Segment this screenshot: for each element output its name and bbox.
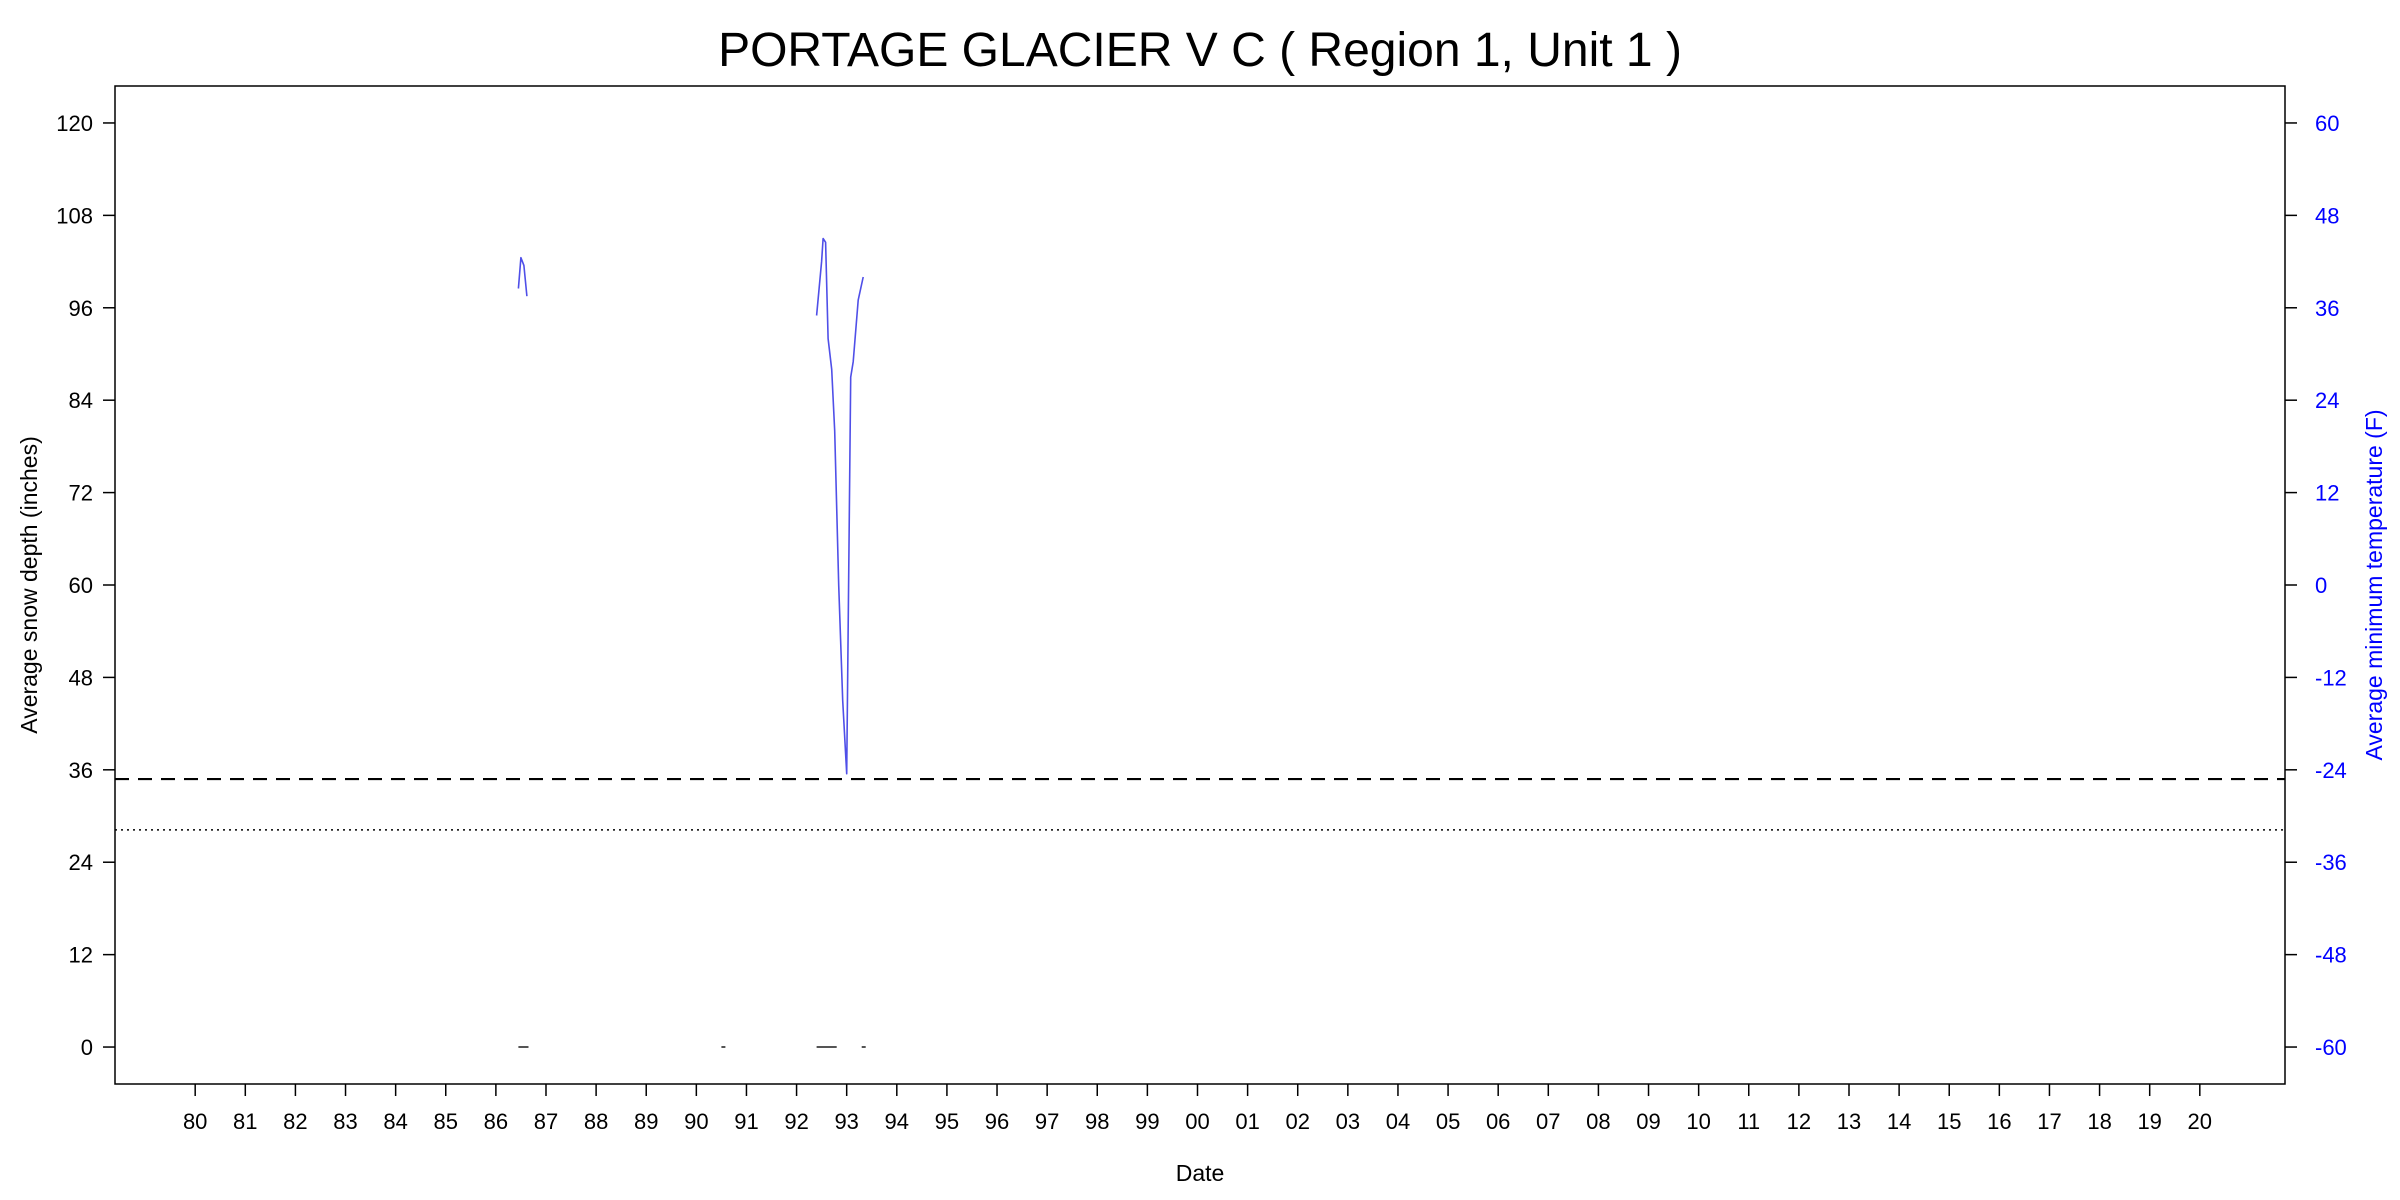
x-tick-label-40: 20 xyxy=(2188,1109,2212,1134)
y-tick-label-10: 120 xyxy=(56,111,93,136)
x-tick-label-2: 82 xyxy=(283,1109,307,1134)
x-tick-label-10: 90 xyxy=(684,1109,708,1134)
y-tick-label-8: 96 xyxy=(69,296,93,321)
x-tick-label-4: 84 xyxy=(383,1109,407,1134)
y2-tick-label-6: 12 xyxy=(2315,481,2339,506)
y2-tick-label-4: -12 xyxy=(2315,665,2347,690)
y-tick-label-4: 48 xyxy=(69,665,93,690)
chart-title: PORTAGE GLACIER V C ( Region 1, Unit 1 ) xyxy=(718,24,1682,77)
x-axis: 80 81 82 83 84 85 86 87 88 89 90 91 92 93 94 95 96 97 98 99… xyxy=(183,1084,2212,1134)
series-layer xyxy=(517,237,866,1048)
y2-tick-label-0: -60 xyxy=(2315,1035,2347,1060)
x-tick-label-27: 07 xyxy=(1536,1109,1560,1134)
x-tick-label-13: 93 xyxy=(834,1109,858,1134)
x-tick-label-24: 04 xyxy=(1386,1109,1410,1134)
x-tick-label-38: 18 xyxy=(2087,1109,2111,1134)
y-tick-label-2: 24 xyxy=(69,850,93,875)
x-tick-label-23: 03 xyxy=(1336,1109,1360,1134)
x-tick-label-31: 11 xyxy=(1737,1109,1760,1134)
x-tick-label-11: 91 xyxy=(734,1109,758,1134)
x-tick-label-33: 13 xyxy=(1837,1109,1861,1134)
x-tick-label-25: 05 xyxy=(1436,1109,1460,1134)
x-tick-label-22: 02 xyxy=(1285,1109,1309,1134)
y2-tick-label-2: -36 xyxy=(2315,850,2347,875)
y-tick-label-1: 12 xyxy=(69,943,93,968)
y2-tick-label-3: -24 xyxy=(2315,758,2347,783)
y2-tick-label-9: 48 xyxy=(2315,203,2339,228)
y2-tick-label-7: 24 xyxy=(2315,388,2339,413)
x-tick-label-26: 06 xyxy=(1486,1109,1510,1134)
x-tick-label-21: 01 xyxy=(1235,1109,1259,1134)
x-tick-label-16: 96 xyxy=(985,1109,1009,1134)
x-tick-label-0: 80 xyxy=(183,1109,207,1134)
x-tick-label-20: 00 xyxy=(1185,1109,1209,1134)
x-tick-label-36: 16 xyxy=(1987,1109,2011,1134)
x-tick-label-30: 10 xyxy=(1686,1109,1710,1134)
x-tick-label-6: 86 xyxy=(484,1109,508,1134)
x-tick-label-34: 14 xyxy=(1887,1109,1911,1134)
temperature-line-segment-0 xyxy=(517,256,528,297)
y-tick-label-9: 108 xyxy=(56,203,93,228)
y2-tick-label-10: 60 xyxy=(2315,111,2339,136)
x-tick-label-28: 08 xyxy=(1586,1109,1610,1134)
x-tick-label-3: 83 xyxy=(333,1109,357,1134)
plot-frame xyxy=(114,85,2286,1085)
x-tick-label-14: 94 xyxy=(885,1109,909,1134)
x-tick-label-5: 85 xyxy=(434,1109,458,1134)
x-tick-label-37: 17 xyxy=(2037,1109,2061,1134)
x-tick-label-35: 15 xyxy=(1937,1109,1961,1134)
y2-axis-label: Average minimum temperature (F) xyxy=(2361,409,2387,760)
x-tick-label-1: 81 xyxy=(233,1109,257,1134)
x-axis-label: Date xyxy=(1176,1160,1225,1186)
x-tick-label-8: 88 xyxy=(584,1109,608,1134)
y-tick-label-0: 0 xyxy=(81,1035,93,1060)
y-tick-label-5: 60 xyxy=(69,573,93,598)
y-axis-right: -60 -48 -36 -24 -12 0 12 24 36 48 60 xyxy=(2285,111,2347,1060)
x-tick-label-32: 12 xyxy=(1787,1109,1811,1134)
y-tick-label-6: 72 xyxy=(69,481,93,506)
x-tick-label-12: 92 xyxy=(784,1109,808,1134)
y2-tick-label-1: -48 xyxy=(2315,943,2347,968)
x-tick-label-19: 99 xyxy=(1135,1109,1159,1134)
x-tick-label-29: 09 xyxy=(1636,1109,1660,1134)
x-tick-label-7: 87 xyxy=(534,1109,558,1134)
reference-lines xyxy=(115,777,2285,831)
y-tick-label-3: 36 xyxy=(69,758,93,783)
x-tick-label-39: 19 xyxy=(2137,1109,2161,1134)
x-tick-label-9: 89 xyxy=(634,1109,658,1134)
temperature-line-segment-1 xyxy=(815,237,864,775)
y2-tick-label-5: 0 xyxy=(2315,573,2327,598)
y-axis-left: 0 12 24 36 48 60 72 84 96 108 120 xyxy=(56,111,115,1060)
x-tick-label-15: 95 xyxy=(935,1109,959,1134)
y-axis-label: Average snow depth (inches) xyxy=(16,436,42,733)
x-tick-label-17: 97 xyxy=(1035,1109,1059,1134)
y-tick-label-7: 84 xyxy=(69,388,93,413)
y2-tick-label-8: 36 xyxy=(2315,296,2339,321)
x-tick-label-18: 98 xyxy=(1085,1109,1109,1134)
